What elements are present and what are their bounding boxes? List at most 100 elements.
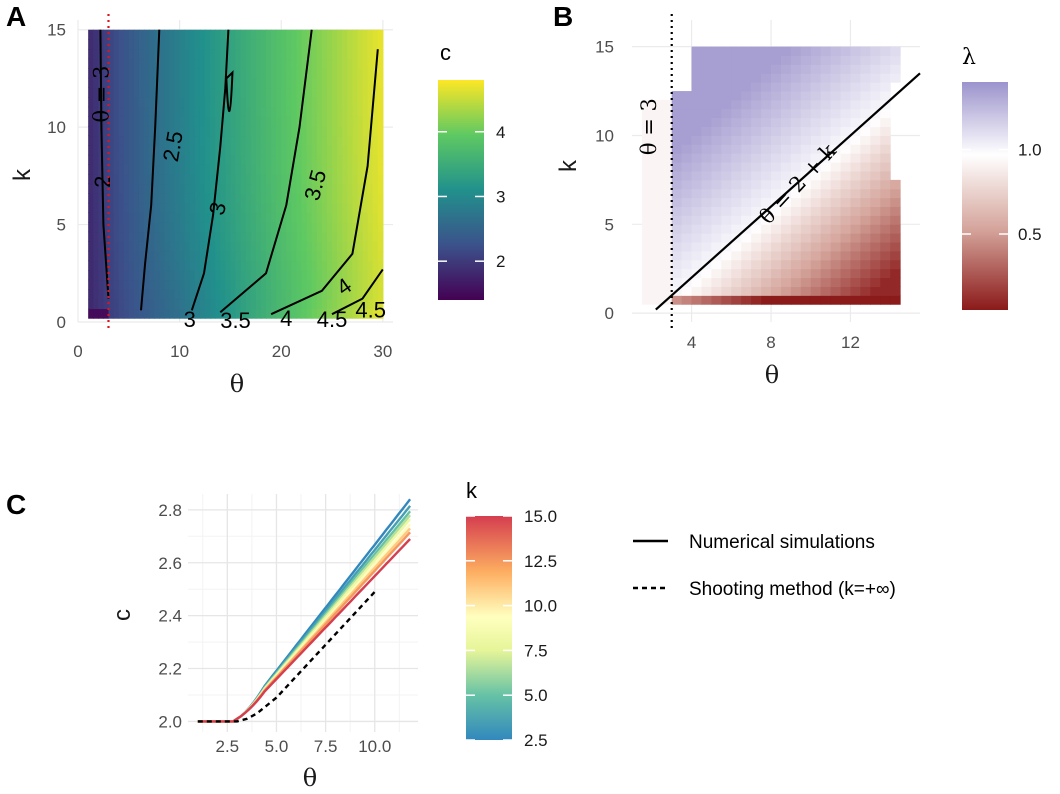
heatmap-cell	[184, 193, 191, 204]
heatmap-cell	[800, 250, 812, 261]
heatmap-cell	[790, 126, 802, 136]
heatmap-cell	[721, 233, 732, 243]
heatmap-cell	[332, 260, 338, 271]
heatmap-cell	[113, 231, 120, 242]
heatmap-cell	[138, 77, 145, 89]
heatmap-cell	[800, 99, 812, 110]
heatmap-cell	[337, 125, 343, 137]
heatmap-cell	[128, 29, 135, 40]
heatmap-cell	[220, 173, 226, 185]
heatmap-cell	[761, 73, 772, 83]
heatmap-cell	[138, 270, 145, 281]
heatmap-cell	[372, 125, 379, 137]
heatmap-cell	[205, 260, 211, 271]
heatmap-cell	[220, 250, 226, 262]
heatmap-cell	[276, 193, 282, 204]
y-tick-label: 2.6	[158, 554, 182, 573]
heatmap-cell	[311, 212, 318, 223]
colorbar-tick-label: 10.0	[524, 597, 557, 616]
heatmap-cell	[661, 233, 673, 243]
heatmap-cell	[342, 145, 348, 156]
heatmap-cell	[118, 298, 125, 310]
heatmap-cell	[362, 106, 369, 117]
heatmap-cell	[830, 188, 842, 199]
heatmap-cell	[321, 212, 328, 223]
heatmap-cell	[790, 268, 802, 279]
heatmap-cell	[326, 106, 333, 117]
heatmap-cell	[250, 116, 257, 127]
heatmap-cell	[255, 221, 262, 233]
heatmap-cell	[255, 39, 262, 50]
heatmap-cell	[731, 188, 742, 199]
heatmap-cell	[265, 183, 272, 194]
heatmap-cell	[701, 277, 712, 287]
heatmap-cell	[326, 173, 333, 185]
heatmap-cell	[240, 154, 247, 165]
heatmap-cell	[761, 162, 772, 172]
heatmap-cell	[123, 106, 130, 117]
heatmap-cell	[751, 117, 762, 128]
heatmap-cell	[890, 197, 901, 208]
legend-solid-label: Numerical simulations	[689, 532, 875, 553]
heatmap-cell	[721, 108, 732, 119]
heatmap-cell	[205, 77, 211, 89]
heatmap-cell	[751, 55, 762, 65]
heatmap-cell	[169, 193, 176, 204]
heatmap-cell	[255, 202, 262, 213]
heatmap-cell	[128, 87, 135, 98]
heatmap-cell	[169, 154, 176, 165]
heatmap-cell	[357, 58, 364, 69]
heatmap-cell	[771, 91, 782, 101]
heatmap-cell	[367, 193, 374, 204]
heatmap-cell	[671, 295, 683, 305]
heatmap-cell	[870, 73, 881, 83]
heatmap-cell	[352, 164, 359, 175]
heatmap-cell	[731, 171, 742, 181]
heatmap-cell	[342, 289, 348, 300]
heatmap-cell	[250, 308, 257, 319]
heatmap-cell	[286, 164, 292, 175]
heatmap-cell	[271, 39, 277, 50]
heatmap-cell	[731, 91, 742, 101]
contour-label: 3	[184, 307, 196, 332]
heatmap-cell	[113, 173, 120, 185]
heatmap-cell	[671, 233, 683, 243]
contour-line	[331, 268, 384, 316]
heatmap-cell	[164, 116, 171, 127]
heatmap-cell	[93, 135, 99, 146]
heatmap-cell	[671, 126, 683, 136]
heatmap-cell	[189, 289, 196, 300]
heatmap-cell	[108, 212, 115, 223]
heatmap-cell	[880, 197, 891, 208]
heatmap-cell	[245, 154, 252, 165]
heatmap-cell	[205, 183, 211, 194]
heatmap-cell	[342, 231, 348, 242]
heatmap-cell	[108, 29, 115, 40]
heatmap-cell	[271, 145, 277, 156]
heatmap-cell	[810, 215, 822, 225]
heatmap-cell	[326, 68, 333, 79]
heatmap-cell	[215, 106, 221, 117]
heatmap-cell	[265, 231, 272, 242]
heatmap-cell	[118, 202, 125, 213]
heatmap-cell	[326, 289, 333, 300]
heatmap-cell	[271, 97, 277, 108]
heatmap-cell	[276, 289, 282, 300]
heatmap-cell	[880, 64, 891, 74]
heatmap-cell	[255, 87, 262, 98]
heatmap-cell	[245, 164, 252, 175]
heatmap-cell	[840, 153, 851, 163]
heatmap-cell	[306, 270, 313, 281]
heatmap-cell	[671, 277, 683, 287]
heatmap-cell	[771, 46, 782, 57]
heatmap-cell	[164, 289, 171, 300]
heatmap-cell	[332, 116, 338, 127]
heatmap-cell	[205, 202, 211, 213]
heatmap-cell	[337, 212, 343, 223]
heatmap-cell	[174, 270, 181, 281]
heatmap-cell	[671, 117, 683, 128]
heatmap-cell	[326, 260, 333, 271]
heatmap-cell	[306, 241, 313, 252]
heatmap-cell	[164, 260, 171, 271]
heatmap-cell	[311, 308, 318, 319]
